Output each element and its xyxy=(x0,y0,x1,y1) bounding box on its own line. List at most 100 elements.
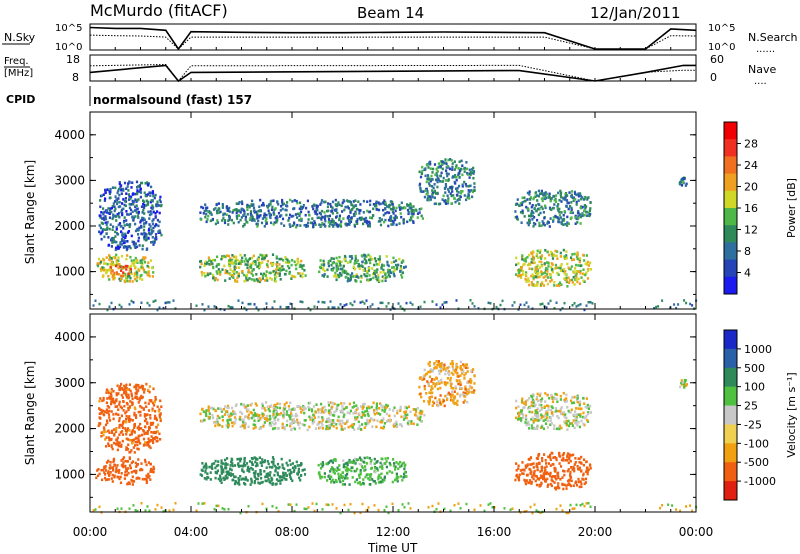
scatter-cell xyxy=(457,197,460,201)
scatter-cell xyxy=(239,457,243,461)
scatter-cell xyxy=(559,264,562,268)
scatter-cell xyxy=(327,259,330,263)
scatter-cell xyxy=(389,463,392,467)
scatter-cell xyxy=(547,265,550,268)
scatter-cell xyxy=(100,231,103,235)
scatter-cell xyxy=(244,215,247,219)
scatter-cell xyxy=(542,419,545,422)
scatter-cell xyxy=(311,419,314,423)
scatter-cell xyxy=(260,476,263,480)
scatter-cell xyxy=(436,170,439,173)
scatter-cell xyxy=(333,421,336,425)
scatter-cell xyxy=(529,214,532,218)
scatter-cell xyxy=(437,360,440,363)
scatter-cell xyxy=(105,256,108,259)
scatter-cell xyxy=(129,208,133,212)
scatter-cell xyxy=(451,165,454,169)
scatter-cell xyxy=(406,220,409,224)
scatter-cell xyxy=(235,403,238,406)
scatter-cell xyxy=(224,219,227,222)
scatter-cell xyxy=(414,408,417,411)
scatter-cell xyxy=(549,273,552,276)
scatter-cell xyxy=(240,216,243,219)
scatter-cell xyxy=(388,275,391,278)
scatter-cell xyxy=(523,402,526,405)
scatter-cell xyxy=(135,392,138,395)
scatter-cell xyxy=(124,459,127,463)
scatter-cell xyxy=(432,186,435,190)
scatter-cell xyxy=(144,460,147,464)
scatter-cell xyxy=(216,417,219,421)
scatter-cell xyxy=(316,216,319,220)
scatter-cell xyxy=(567,409,570,413)
scatter-cell xyxy=(575,413,578,416)
scatter-cell xyxy=(357,427,361,430)
scatter-cell xyxy=(280,222,283,225)
scatter-cell xyxy=(326,209,329,213)
scatter-cell xyxy=(575,263,578,267)
scatter-cell xyxy=(262,203,265,207)
scatter-cell xyxy=(153,431,156,434)
scatter-cell xyxy=(287,405,290,408)
scatter-cell xyxy=(379,420,382,424)
scatter-cell xyxy=(284,261,287,264)
scatter-cell xyxy=(530,418,533,421)
scatter-cell xyxy=(272,463,275,466)
scatter-cell xyxy=(240,260,243,263)
ground-cell xyxy=(229,306,232,309)
scatter-cell xyxy=(344,465,347,469)
scatter-cell xyxy=(261,460,264,464)
scatter-cell xyxy=(464,363,467,367)
scatter-cell xyxy=(429,370,432,373)
scatter-cell xyxy=(135,386,138,389)
scatter-cell xyxy=(133,192,137,196)
scatter-cell xyxy=(160,203,163,207)
scatter-cell xyxy=(534,266,537,269)
scatter-cell xyxy=(568,422,572,425)
scatter-cell xyxy=(567,281,571,284)
scatter-cell xyxy=(335,480,338,484)
scatter-cell xyxy=(108,258,111,261)
scatter-cell xyxy=(129,264,132,268)
scatter-cell xyxy=(132,264,135,267)
scatter-cell xyxy=(123,390,126,393)
scatter-cell xyxy=(577,192,580,195)
ground-cell xyxy=(489,302,492,305)
scatter-cell xyxy=(367,405,370,409)
scatter-cell xyxy=(256,279,259,282)
scatter-cell xyxy=(267,462,270,466)
scatter-cell xyxy=(108,409,111,413)
scatter-cell xyxy=(307,401,310,405)
scatter-cell xyxy=(237,463,240,467)
scatter-cell xyxy=(218,423,221,427)
scatter-cell xyxy=(376,268,379,271)
scatter-cell xyxy=(239,459,242,463)
scatter-cell xyxy=(461,190,464,193)
scatter-cell xyxy=(315,204,318,207)
scatter-cell xyxy=(298,218,301,222)
scatter-cell xyxy=(559,407,562,411)
scatter-cell xyxy=(123,473,127,477)
scatter-cell xyxy=(145,463,148,467)
scatter-cell xyxy=(418,182,422,186)
scatter-cell xyxy=(238,260,241,263)
scatter-cell xyxy=(310,408,313,411)
scatter-cell xyxy=(358,456,362,460)
ground-cell xyxy=(172,299,175,302)
scatter-cell xyxy=(270,278,273,281)
ground-cell xyxy=(389,308,392,311)
scatter-cell xyxy=(318,471,321,474)
scatter-cell xyxy=(354,199,357,202)
scatter-cell xyxy=(227,254,231,258)
scatter-cell xyxy=(158,229,161,232)
scatter-cell xyxy=(562,248,565,252)
scatter-cell xyxy=(137,239,140,243)
scatter-cell xyxy=(548,396,551,400)
scatter-cell xyxy=(109,392,113,396)
scatter-cell xyxy=(433,378,436,381)
scatter-cell xyxy=(132,216,136,220)
scatter-cell xyxy=(133,259,136,262)
scatter-cell xyxy=(573,252,576,256)
scatter-cell xyxy=(539,418,542,421)
